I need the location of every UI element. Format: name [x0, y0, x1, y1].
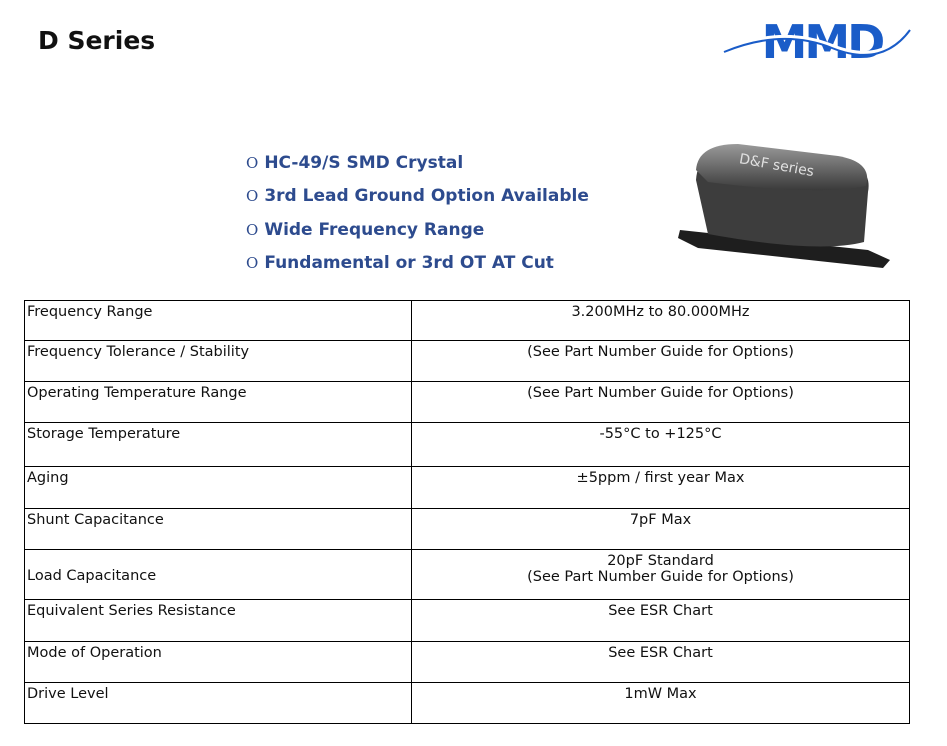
spec-value: ±5ppm / first year Max: [411, 466, 910, 509]
table-row: Frequency Tolerance / Stability (See Part…: [24, 340, 910, 382]
table-row: Mode of Operation See ESR Chart: [24, 641, 910, 683]
spec-value: 3.200MHz to 80.000MHz: [411, 300, 910, 341]
spec-parameter: Load Capacitance: [24, 549, 412, 600]
spec-value-line: (See Part Number Guide for Options): [527, 569, 794, 585]
spec-value-line: 20pF Standard: [607, 553, 714, 569]
spec-value: (See Part Number Guide for Options): [411, 381, 910, 423]
table-row: Frequency Range 3.200MHz to 80.000MHz: [24, 300, 910, 341]
page-title: D Series: [38, 26, 156, 55]
table-row: Load Capacitance 20pF Standard (See Part N…: [24, 549, 910, 600]
spec-parameter: Shunt Capacitance: [24, 508, 412, 550]
bullet-icon: O: [246, 187, 259, 206]
crystal-product-image: D&F series: [678, 144, 890, 268]
feature-item: O HC-49/S SMD Crystal: [246, 152, 464, 173]
table-row: Equivalent Series Resistance See ESR Char…: [24, 599, 910, 642]
spec-parameter: Storage Temperature: [24, 422, 412, 467]
feature-item: O Wide Frequency Range: [246, 219, 485, 240]
spec-value: See ESR Chart: [411, 599, 910, 642]
mmd-logo: MMD: [723, 16, 912, 64]
table-row: Storage Temperature -55°C to +125°C: [24, 422, 910, 467]
spec-value: See ESR Chart: [411, 641, 910, 683]
spec-parameter: Aging: [24, 466, 412, 509]
bullet-icon: O: [246, 220, 259, 239]
spec-value: 7pF Max: [411, 508, 910, 550]
spec-parameter: Mode of Operation: [24, 641, 412, 683]
spec-parameter: Equivalent Series Resistance: [24, 599, 412, 642]
spec-value: 1mW Max: [411, 682, 910, 724]
spec-parameter: Frequency Tolerance / Stability: [24, 340, 412, 382]
table-row: Operating Temperature Range (See Part Num…: [24, 381, 910, 423]
feature-list: O HC-49/S SMD Crystal O 3rd Lead Ground Op…: [246, 146, 589, 280]
bullet-icon: O: [246, 254, 259, 273]
feature-item: O Fundamental or 3rd OT AT Cut: [246, 253, 554, 274]
table-row: Aging ±5ppm / first year Max: [24, 466, 910, 509]
spec-parameter: Frequency Range: [24, 300, 412, 341]
table-row: Shunt Capacitance 7pF Max: [24, 508, 910, 550]
svg-text:MMD: MMD: [762, 16, 884, 64]
bullet-icon: O: [246, 153, 259, 172]
table-row: Drive Level 1mW Max: [24, 682, 910, 724]
spec-parameter: Operating Temperature Range: [24, 381, 412, 423]
specifications-table: Frequency Range 3.200MHz to 80.000MHz Freq…: [24, 300, 910, 724]
spec-value: (See Part Number Guide for Options): [411, 340, 910, 382]
spec-value: 20pF Standard (See Part Number Guide for …: [411, 549, 910, 600]
spec-value: -55°C to +125°C: [411, 422, 910, 467]
spec-parameter: Drive Level: [24, 682, 412, 724]
feature-item: O 3rd Lead Ground Option Available: [246, 186, 589, 207]
